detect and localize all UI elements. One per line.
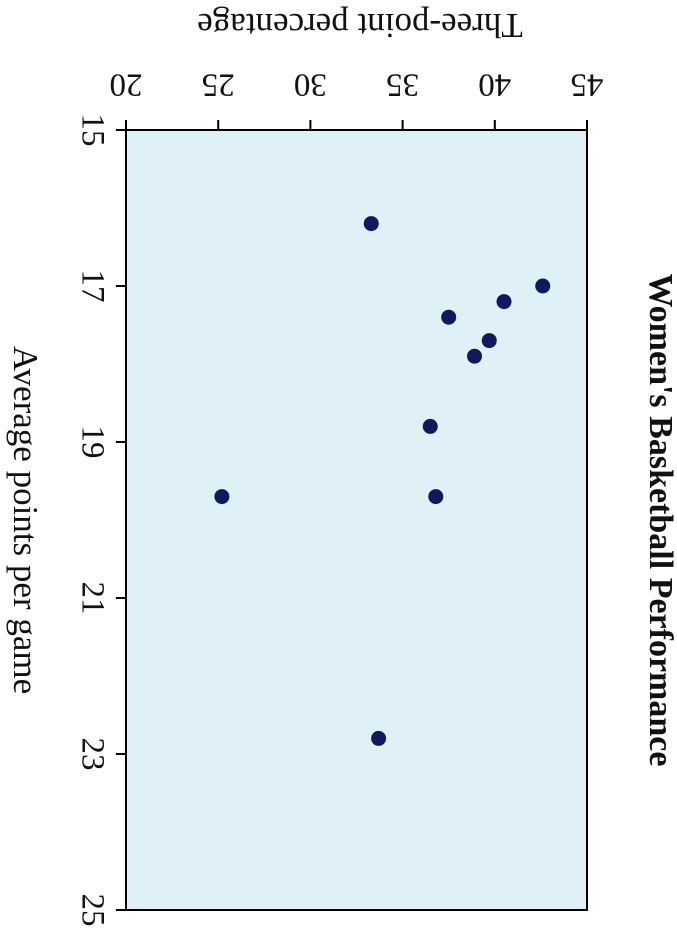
y-tick-label: 35 [386,66,419,102]
y-axis-title: Three-point percentage [197,6,523,45]
x-tick-label: 17 [74,270,110,303]
y-tick-label: 30 [294,66,327,102]
y-tick-label: 25 [202,66,235,102]
x-tick-label: 23 [74,738,110,771]
plot-area [125,129,588,911]
data-point [467,348,483,364]
x-tick-label: 25 [74,894,110,927]
data-point [535,278,551,294]
y-tick-label: 45 [571,66,604,102]
x-tick-label: 19 [74,426,110,459]
data-point [496,294,512,310]
data-point [363,216,379,232]
chart-title: Women's Basketball Performance [642,274,677,767]
x-axis-title: Average points per game [6,346,45,694]
y-tick-label: 40 [478,66,511,102]
data-points [214,216,551,746]
axis-ticks: 20 25 30 35 40 45 15 17 19 21 23 25 [74,66,603,926]
data-point [428,489,444,505]
y-tick-label: 20 [110,66,143,102]
data-point [371,730,387,746]
data-point [422,418,438,434]
x-tick-label: 21 [74,582,110,615]
data-point [441,309,457,325]
data-point [481,333,497,349]
data-point [214,489,230,505]
x-tick-label: 15 [74,114,110,147]
